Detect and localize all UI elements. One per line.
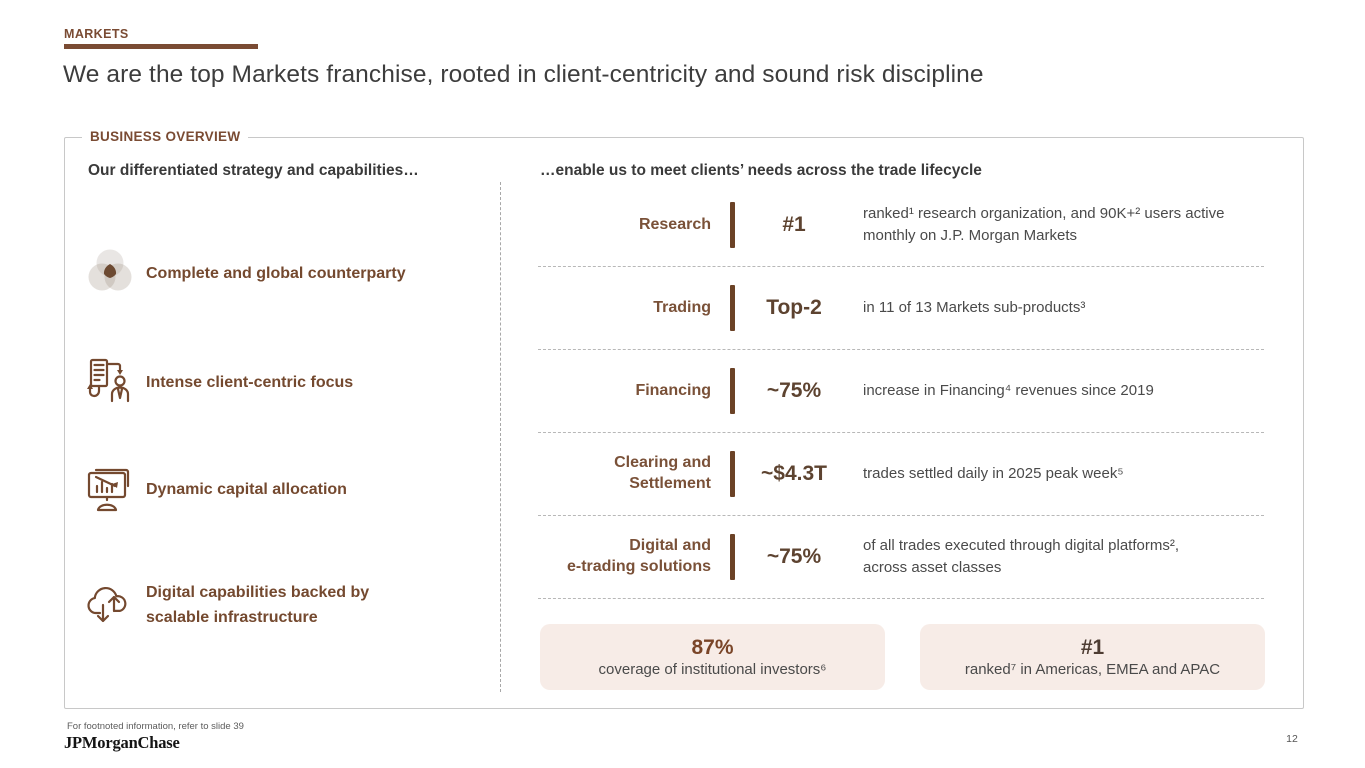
row-label: Digital and e-trading solutions <box>567 537 711 575</box>
page-title: We are the top Markets franchise, rooted… <box>63 61 984 88</box>
trade-lifecycle-rows: Research #1 ranked¹ research organizatio… <box>538 184 1264 599</box>
cloud-transfer-icon <box>84 580 136 632</box>
row-separator <box>538 598 1264 599</box>
row-separator <box>538 266 1264 267</box>
row-stat: ~75% <box>766 545 822 568</box>
strategy-item: Dynamic capital allocation <box>84 460 484 520</box>
stat-row-digital-etrading: Digital and e-trading solutions ~75% of … <box>538 516 1264 598</box>
monitor-chart-icon <box>84 464 136 516</box>
row-accent-bar <box>730 451 735 497</box>
highlight-box-coverage: 87% coverage of institutional investors⁶ <box>540 624 885 690</box>
strategy-item: Intense client-centric focus <box>84 353 484 413</box>
stat-row-research: Research #1 ranked¹ research organizatio… <box>538 184 1264 266</box>
row-stat: #1 <box>782 213 806 236</box>
strategy-item-label: Complete and global counterparty <box>146 264 406 282</box>
strategy-item-label: Dynamic capital allocation <box>146 480 347 498</box>
row-separator <box>538 349 1264 350</box>
row-accent-bar <box>730 285 735 331</box>
footnote-text: For footnoted information, refer to slid… <box>67 721 244 732</box>
strategy-item-label: Digital capabilities backed by scalable … <box>146 584 370 626</box>
highlight-description: coverage of institutional investors⁶ <box>598 661 827 679</box>
highlight-stat: 87% <box>691 635 734 659</box>
row-description: trades settled daily in 2025 peak week⁵ <box>863 465 1124 483</box>
stat-row-trading: Trading Top-2 in 11 of 13 Markets sub-pr… <box>538 267 1264 349</box>
row-label: Financing <box>635 381 711 399</box>
venn-circles-icon <box>84 245 136 303</box>
stat-row-financing: Financing ~75% increase in Financing⁴ re… <box>538 350 1264 432</box>
business-overview-box: BUSINESS OVERVIEW <box>64 129 1304 709</box>
row-stat: ~75% <box>766 379 822 402</box>
business-overview-label: BUSINESS OVERVIEW <box>82 129 249 144</box>
row-label: Clearing and Settlement <box>614 454 711 492</box>
jpmorganchase-logo: JPMorganChase <box>64 733 180 752</box>
stat-row-clearing-settlement: Clearing and Settlement ~$4.3T trades se… <box>538 433 1264 515</box>
row-separator <box>538 432 1264 433</box>
row-stat: ~$4.3T <box>761 462 827 485</box>
eyebrow-underline <box>64 44 258 49</box>
highlight-box-ranking: #1 ranked⁷ in Americas, EMEA and APAC <box>920 624 1265 690</box>
row-description: of all trades executed through digital p… <box>863 537 1180 576</box>
row-description: in 11 of 13 Markets sub-products³ <box>863 299 1086 317</box>
row-description: increase in Financing⁴ revenues since 20… <box>863 382 1154 400</box>
strategy-item: Digital capabilities backed by scalable … <box>84 576 484 636</box>
row-separator <box>538 515 1264 516</box>
page-number: 12 <box>1286 733 1298 745</box>
row-accent-bar <box>730 368 735 414</box>
section-eyebrow: MARKETS <box>64 27 129 41</box>
row-label: Research <box>638 215 711 233</box>
right-column-header: …enable us to meet clients’ needs across… <box>540 162 982 179</box>
left-column-header: Our differentiated strategy and capabili… <box>88 162 419 179</box>
row-stat: Top-2 <box>766 296 822 319</box>
row-accent-bar <box>730 202 735 248</box>
strategy-item: Complete and global counterparty <box>84 242 484 306</box>
strategy-item-label: Intense client-centric focus <box>146 373 354 391</box>
highlight-stat: #1 <box>1080 635 1105 659</box>
row-label: Trading <box>653 298 711 316</box>
row-description: ranked¹ research organization, and 90K+²… <box>863 205 1225 244</box>
row-accent-bar <box>730 534 735 580</box>
client-document-icon <box>84 357 136 409</box>
column-divider <box>500 182 501 692</box>
highlight-description: ranked⁷ in Americas, EMEA and APAC <box>964 661 1221 679</box>
